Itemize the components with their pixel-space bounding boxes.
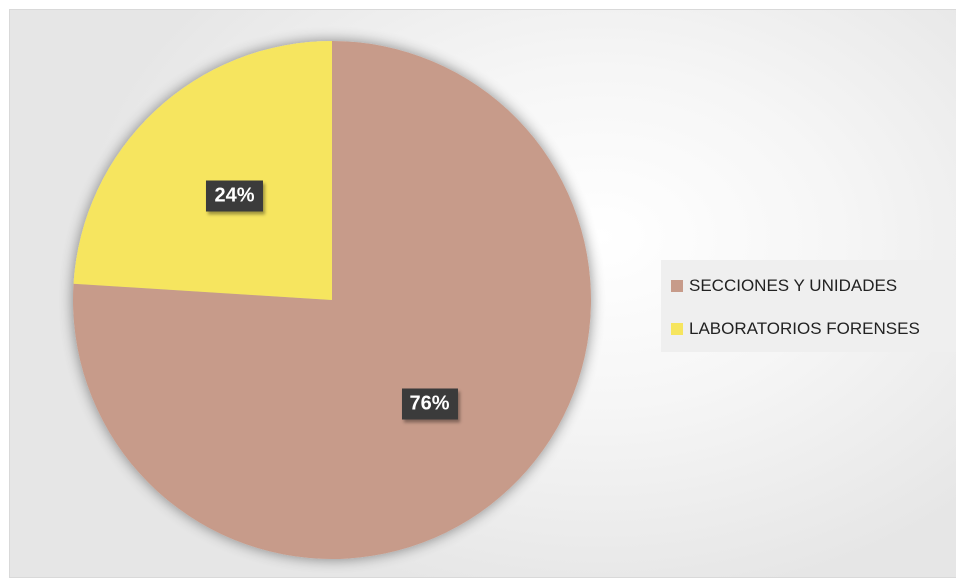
legend-item-laboratorios: LABORATORIOS FORENSES	[671, 317, 956, 341]
chart-area: 76% 24% SECCIONES Y UNIDADES LABORATORIO…	[9, 9, 956, 578]
legend-swatch-secciones	[671, 280, 683, 292]
legend: SECCIONES Y UNIDADES LABORATORIOS FORENS…	[661, 260, 956, 352]
legend-label-laboratorios: LABORATORIOS FORENSES	[689, 319, 920, 338]
pie-chart	[73, 41, 591, 559]
pie-slice-secciones	[73, 41, 591, 559]
legend-label-secciones: SECCIONES Y UNIDADES	[689, 276, 898, 295]
legend-item-secciones: SECCIONES Y UNIDADES	[671, 274, 956, 298]
data-label-secciones: 76%	[401, 388, 458, 420]
legend-swatch-laboratorios	[671, 323, 683, 335]
pie-slice-laboratorios	[73, 41, 332, 300]
data-label-laboratorios: 24%	[206, 180, 263, 212]
